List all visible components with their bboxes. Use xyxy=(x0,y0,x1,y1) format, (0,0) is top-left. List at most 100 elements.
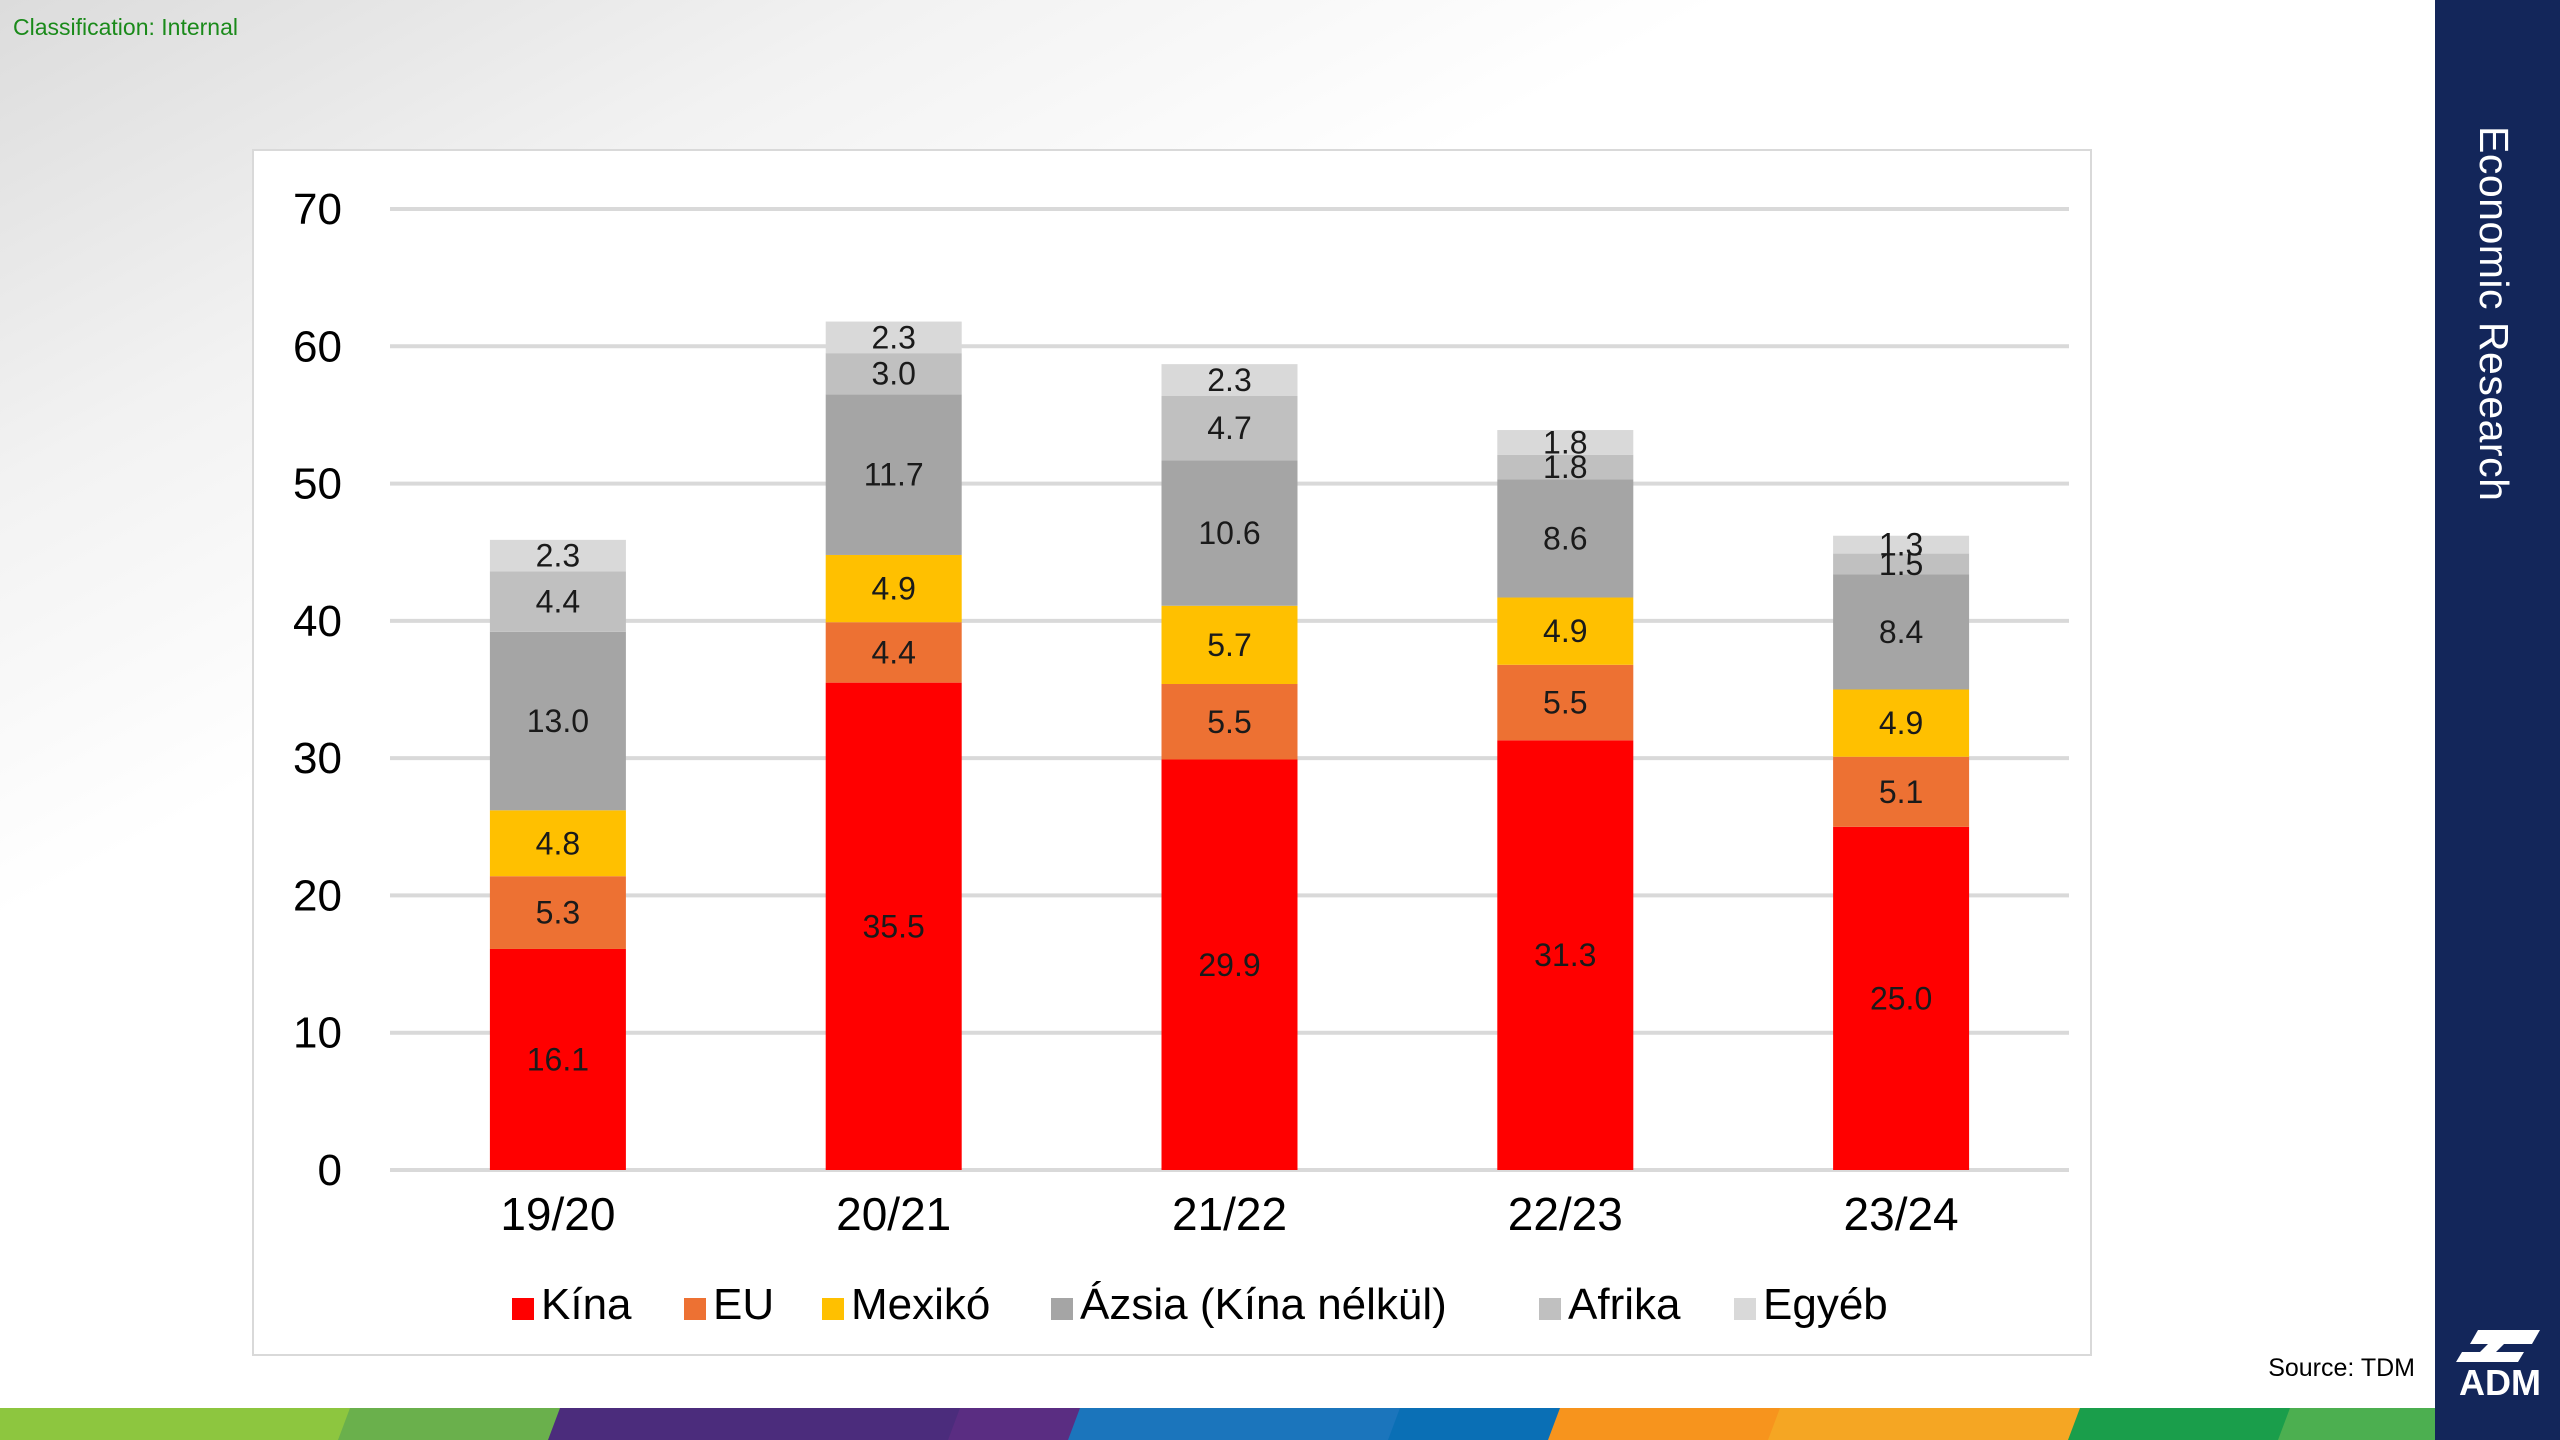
y-tick-label: 30 xyxy=(293,734,342,783)
x-tick-label: 19/20 xyxy=(500,1188,615,1240)
stripe-segment xyxy=(548,1408,972,1440)
bar-segment xyxy=(1833,553,1970,575)
stripe-segment xyxy=(2278,1408,2435,1440)
data-label: 4.4 xyxy=(536,584,580,620)
legend-label: Kína xyxy=(541,1280,632,1329)
data-label: 16.1 xyxy=(527,1041,589,1077)
data-label: 4.8 xyxy=(536,825,580,861)
data-label: 10.6 xyxy=(1198,515,1260,551)
bar-segment xyxy=(489,539,626,572)
legend-label: Afrika xyxy=(1568,1280,1681,1329)
x-tick-label: 23/24 xyxy=(1844,1188,1959,1240)
stripe-segment xyxy=(1768,1408,2092,1440)
legend-label: Egyéb xyxy=(1763,1280,1888,1329)
data-label: 29.9 xyxy=(1198,947,1260,983)
data-label: 31.3 xyxy=(1534,937,1596,973)
bar-segment xyxy=(1497,740,1634,1170)
bar-segment xyxy=(1497,664,1634,741)
bar-segment xyxy=(1833,826,1970,1170)
stripe-segment xyxy=(1388,1408,1572,1440)
x-tick-label: 20/21 xyxy=(836,1188,951,1240)
data-label: 11.7 xyxy=(864,457,924,493)
legend-label: Mexikó xyxy=(851,1280,990,1329)
stripe-segment xyxy=(948,1408,1092,1440)
bar-segment xyxy=(489,631,626,811)
data-label: 4.4 xyxy=(871,634,915,670)
data-label: 5.3 xyxy=(536,895,580,931)
bar-segment xyxy=(1833,689,1970,757)
bar-segment xyxy=(489,810,626,877)
stripe-segment xyxy=(0,1408,362,1440)
data-label: 5.5 xyxy=(1207,704,1251,740)
sidebar xyxy=(2435,0,2560,1440)
y-tick-label: 20 xyxy=(293,871,342,920)
data-label: 1.8 xyxy=(1543,424,1587,460)
legend-label: EU xyxy=(713,1280,774,1329)
data-label: 3.0 xyxy=(871,356,915,392)
brand-color-stripe xyxy=(0,1408,2435,1440)
data-label: 25.0 xyxy=(1870,980,1932,1016)
y-tick-label: 10 xyxy=(293,1009,342,1058)
bar-segment xyxy=(1161,364,1298,396)
bar-segment xyxy=(1161,605,1298,685)
sidebar-title: Economic Research xyxy=(2471,126,2517,502)
bar-segment xyxy=(489,876,626,949)
stripe-segment xyxy=(2068,1408,2302,1440)
data-label: 2.3 xyxy=(871,319,915,355)
legend-swatch xyxy=(822,1298,844,1320)
bar-segment xyxy=(1497,454,1634,480)
legend-swatch xyxy=(1051,1298,1073,1320)
legend-swatch xyxy=(1539,1298,1561,1320)
bar-segment xyxy=(825,321,962,354)
bar-segment xyxy=(825,554,962,623)
bar-segment xyxy=(825,682,962,1170)
data-label: 4.9 xyxy=(1879,705,1923,741)
bar-segment xyxy=(489,571,626,632)
data-label: 4.9 xyxy=(871,571,915,607)
y-tick-label: 0 xyxy=(318,1146,342,1195)
data-label: 2.3 xyxy=(1207,362,1251,398)
bar-segment xyxy=(1497,597,1634,665)
legend-swatch xyxy=(684,1298,706,1320)
legend-swatch xyxy=(1734,1298,1756,1320)
x-tick-label: 21/22 xyxy=(1172,1188,1287,1240)
classification-label: Classification: Internal xyxy=(13,14,238,40)
stripe-segment xyxy=(1068,1408,1412,1440)
data-label: 4.7 xyxy=(1207,410,1251,446)
y-tick-label: 40 xyxy=(293,597,342,646)
logo-text: ADM xyxy=(2459,1362,2541,1403)
adm-logo-icon xyxy=(2456,1330,2540,1362)
bar-segment xyxy=(825,622,962,683)
data-label: 5.5 xyxy=(1543,685,1587,721)
source-note: Source: TDM xyxy=(2268,1354,2415,1382)
bar-segment xyxy=(1497,479,1634,598)
data-label: 8.6 xyxy=(1543,520,1587,556)
bar-segment xyxy=(825,394,962,555)
y-tick-label: 60 xyxy=(293,322,342,371)
data-label: 2.3 xyxy=(536,538,580,574)
stripe-segment xyxy=(1548,1408,1792,1440)
data-label: 13.0 xyxy=(527,703,589,739)
data-label: 1.8 xyxy=(1543,449,1587,485)
legend-swatch xyxy=(512,1298,534,1320)
bar-segment xyxy=(1833,574,1970,690)
bar-segment xyxy=(1161,460,1298,606)
bar-segment xyxy=(489,948,626,1170)
bar-segment xyxy=(1161,395,1298,461)
bar-segment xyxy=(825,353,962,395)
y-tick-label: 50 xyxy=(293,460,342,509)
x-tick-label: 22/23 xyxy=(1508,1188,1623,1240)
legend-label: Ázsia (Kína nélkül) xyxy=(1080,1280,1447,1329)
stacked-bar-chart: 0 10 20 30 40 50 60 70 16.1 5.3 4.8 13.0 4.4 2.3 19/20… xyxy=(293,185,2069,1329)
data-label: 5.7 xyxy=(1207,627,1251,663)
y-tick-label: 70 xyxy=(293,185,342,234)
data-label: 5.1 xyxy=(1879,774,1923,810)
chart-container: 0 10 20 30 40 50 60 70 16.1 5.3 4.8 13.0 4.4 2.3 19/20… xyxy=(252,149,2092,1356)
data-label: 1.3 xyxy=(1879,527,1923,563)
data-label: 4.9 xyxy=(1543,613,1587,649)
bar-segment xyxy=(1833,535,1970,554)
bar-segment xyxy=(1833,756,1970,827)
bar-segment xyxy=(1497,430,1634,455)
stripe-segment xyxy=(338,1408,572,1440)
bar-segment xyxy=(1161,684,1298,760)
